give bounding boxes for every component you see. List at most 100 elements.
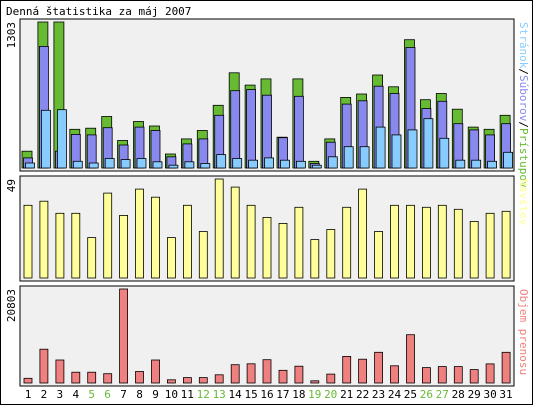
volume-panel: 20803 Objem prenosu [5,285,530,387]
traffic-bar-stránok-day-14 [232,158,243,169]
volume-bar-day-22 [358,358,368,384]
volume-bar-day-1 [23,377,33,384]
traffic-bar-stránok-day-30 [487,160,498,169]
legend-separator: / [517,68,530,75]
visits-bar-day-21 [342,206,352,279]
traffic-legend: Stránok/Súborov/Prístupov [517,22,530,188]
traffic-bar-stránok-day-10 [168,164,179,169]
volume-bar-day-11 [182,377,192,384]
day-label-8: 8 [136,388,143,401]
legend-entry: Prístupov [517,128,530,188]
visits-ymax-label: 49 [5,179,18,192]
traffic-bar-stránok-day-22 [359,146,370,169]
legend-entry: Objem prenosu [517,289,530,375]
visits-bar-day-7 [119,214,128,279]
traffic-bar-stránok-day-8 [136,158,147,169]
volume-bar-day-20 [326,373,336,384]
traffic-bar-stránok-day-31 [503,151,514,169]
day-label-22: 22 [356,388,369,401]
traffic-bar-stránok-day-21 [343,146,354,169]
traffic-bar-stránok-day-6 [104,158,115,169]
visits-bar-day-24 [390,204,399,279]
day-label-5: 5 [88,388,95,401]
volume-bar-day-10 [166,379,176,384]
visits-bar-day-13 [214,178,224,279]
traffic-bar-súborov-day-18 [293,95,304,169]
day-label-6: 6 [104,388,111,401]
traffic-bar-stránok-day-19 [311,164,322,169]
day-label-23: 23 [372,388,385,401]
traffic-bar-stránok-day-16 [264,157,274,169]
volume-bar-day-9 [151,359,160,384]
volume-bar-day-31 [501,351,511,384]
day-label-24: 24 [388,388,402,401]
visits-bar-day-18 [294,206,304,279]
day-label-15: 15 [244,388,257,401]
traffic-bar-stránok-day-12 [200,163,211,169]
visits-bar-day-3 [55,212,65,279]
visits-bar-day-19 [310,239,320,279]
traffic-bar-stránok-day-18 [295,160,306,169]
volume-bar-day-25 [406,334,415,384]
day-label-4: 4 [72,388,79,401]
volume-bar-day-7 [119,288,128,384]
volume-bar-day-14 [230,364,240,384]
volume-bar-day-24 [390,365,399,384]
visits-bar-day-8 [135,188,144,279]
legend-entry: Súborov [517,75,530,122]
volume-bar-day-21 [342,355,352,384]
volume-bar-day-5 [87,371,97,384]
visits-bar-day-26 [421,206,431,279]
visits-bar-day-2 [39,200,49,279]
day-label-1: 1 [25,388,32,401]
visits-bar-day-10 [166,237,176,279]
visits-bar-day-1 [23,204,33,279]
traffic-bar-stránok-day-24 [391,134,402,169]
day-label-25: 25 [404,388,417,401]
day-label-27: 27 [436,388,449,401]
traffic-bar-stránok-day-20 [327,156,338,169]
visits-bar-day-25 [406,204,415,279]
traffic-bar-stránok-day-28 [455,159,466,169]
visits-bar-day-23 [374,231,384,279]
volume-bar-day-4 [71,371,81,384]
volume-bar-day-16 [262,359,272,384]
day-label-10: 10 [165,388,178,401]
traffic-bar-stránok-day-2 [41,109,51,169]
day-label-20: 20 [324,388,337,401]
day-label-18: 18 [292,388,305,401]
legend-separator: / [517,121,530,128]
day-label-30: 30 [483,388,496,401]
visits-legend: Návštev [517,179,530,226]
visits-bar-day-14 [230,186,240,279]
legend-entry: Návštev [517,179,530,226]
day-label-12: 12 [197,388,210,401]
traffic-bar-stránok-day-13 [216,154,227,169]
traffic-bar-stránok-day-23 [375,126,386,169]
visits-bar-day-20 [326,229,336,279]
visits-bar-day-17 [278,222,288,279]
volume-bar-day-13 [214,374,224,384]
traffic-bar-stránok-day-7 [120,159,131,169]
day-label-9: 9 [152,388,159,401]
visits-bar-day-30 [485,212,495,279]
volume-bar-day-2 [39,348,49,384]
traffic-ymax-label: 1303 [5,22,18,49]
traffic-bar-stránok-day-26 [423,118,434,169]
day-label-28: 28 [452,388,465,401]
traffic-panel: 1303 Stránok/Súborov/Prístupov [5,18,530,188]
day-label-31: 31 [499,388,512,401]
visits-bar-day-4 [71,212,81,279]
volume-bar-day-19 [310,380,320,384]
traffic-bar-stránok-day-5 [88,162,99,169]
volume-bar-day-27 [437,366,447,384]
volume-bar-day-30 [485,363,495,384]
visits-bar-day-16 [262,216,272,279]
volume-bar-day-18 [294,365,304,384]
day-label-13: 13 [213,388,226,401]
traffic-bar-stránok-day-4 [72,160,83,169]
day-label-19: 19 [308,388,321,401]
visits-bar-day-29 [469,220,479,279]
traffic-bar-stránok-day-27 [439,137,450,169]
